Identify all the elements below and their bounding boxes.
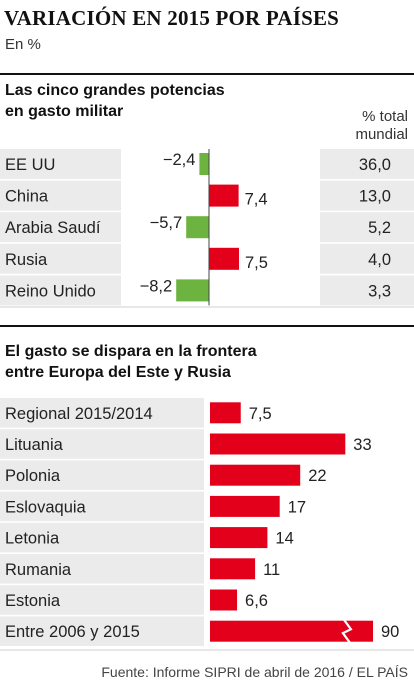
bar-value-label: −8,2 [140, 277, 173, 295]
chart-subtitle: En % [5, 36, 41, 53]
category-label: China [5, 188, 49, 206]
share-value-label: 3,3 [368, 282, 391, 300]
bar [210, 589, 238, 611]
share-value-label: 5,2 [368, 219, 391, 237]
bar [176, 279, 209, 302]
section1-title-line2: en gasto militar [5, 103, 124, 120]
bar-value-label: 22 [308, 467, 326, 485]
category-band [0, 429, 204, 459]
source-note: Fuente: Informe SIPRI de abril de 2016 /… [101, 664, 408, 680]
category-band [0, 460, 204, 490]
category-label: Regional 2015/2014 [5, 405, 153, 423]
bar [210, 620, 373, 642]
bar [199, 153, 209, 175]
share-band [320, 149, 414, 179]
bar-value-label: 11 [263, 561, 280, 579]
section2-title-line2: entre Europa del Este y Rusia [5, 364, 231, 381]
category-band [0, 491, 204, 522]
category-label: Polonia [5, 467, 61, 485]
category-band [0, 616, 204, 646]
category-label: Letonia [5, 530, 60, 548]
category-band [0, 180, 121, 211]
category-band [0, 554, 204, 584]
category-band [0, 275, 121, 306]
bar-value-label: 14 [275, 530, 293, 548]
category-band [0, 585, 204, 615]
category-label: Estonia [5, 592, 61, 610]
share-column-header-line2: mundial [355, 126, 408, 143]
section2-top-rule [0, 325, 414, 327]
section1-top-rule [0, 73, 414, 75]
share-value-label: 13,0 [359, 188, 391, 206]
category-label: Eslovaquia [5, 498, 87, 516]
category-band [0, 522, 204, 553]
chart-title: VARIACIÓN EN 2015 POR PAÍSES [4, 6, 340, 30]
category-label: Lituania [5, 436, 64, 454]
share-value-label: 36,0 [359, 156, 391, 174]
bar-value-label: 33 [353, 436, 371, 454]
section1-title: Las cinco grandes potencias en gasto mil… [5, 80, 225, 122]
bar [210, 433, 346, 455]
bar-value-label: −5,7 [150, 214, 183, 232]
bar-value-label: −2,4 [163, 151, 196, 169]
share-value-label: 4,0 [368, 251, 391, 269]
category-band [0, 243, 121, 274]
category-label: Reino Unido [5, 282, 96, 300]
share-band [320, 243, 414, 274]
axis-break-mark [341, 619, 353, 644]
bar [210, 464, 301, 486]
category-band [0, 212, 121, 243]
bar [210, 495, 280, 517]
section2-title: El gasto se dispara en la frontera entre… [5, 341, 257, 383]
category-label: Entre 2006 y 2015 [5, 623, 140, 641]
category-band [0, 398, 204, 428]
category-label: Rumania [5, 561, 72, 579]
bar [210, 402, 241, 424]
bar-value-label: 6,6 [245, 592, 268, 610]
bar-value-label: 7,5 [249, 405, 272, 423]
category-label: Rusia [5, 251, 48, 269]
share-column-header: % total mundial [355, 108, 408, 144]
bar [209, 247, 239, 270]
section2-title-line1: El gasto se dispara en la frontera [5, 343, 257, 360]
bar-value-label: 90 [381, 623, 399, 641]
bar-value-label: 17 [288, 498, 306, 516]
share-band [320, 275, 414, 306]
category-label: Arabia Saudí [5, 219, 101, 237]
bar-value-label: 7,4 [245, 191, 268, 209]
bar [186, 216, 209, 239]
category-label: EE UU [5, 156, 55, 174]
share-column-header-line1: % total [362, 108, 408, 125]
share-band [320, 180, 414, 211]
bar [209, 184, 239, 207]
bar [210, 558, 256, 580]
share-band [320, 212, 414, 243]
category-band [0, 149, 121, 179]
bar [210, 527, 268, 549]
bar-value-label: 7,5 [245, 254, 268, 272]
section1-title-line1: Las cinco grandes potencias [5, 82, 225, 99]
